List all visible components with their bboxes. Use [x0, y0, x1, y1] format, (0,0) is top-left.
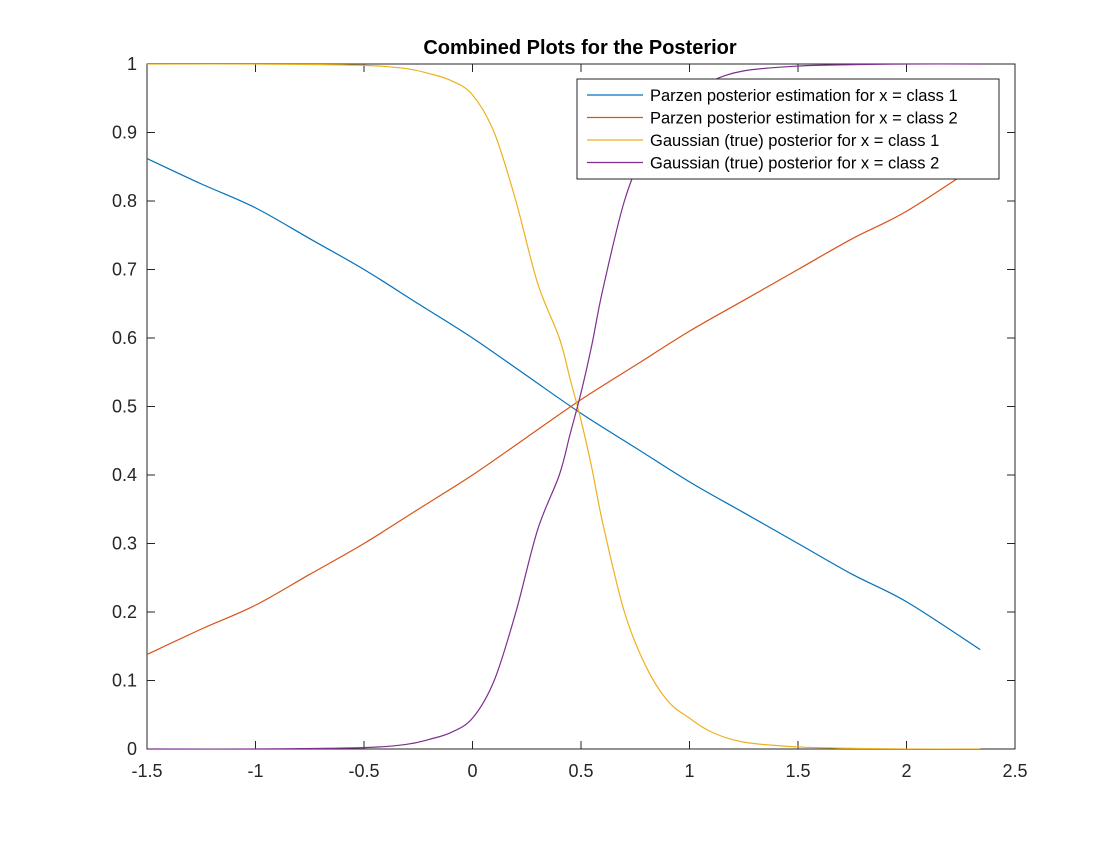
y-tick-label: 0.1 [112, 671, 137, 691]
x-tick-label: -1.5 [131, 761, 162, 781]
legend-label-1: Parzen posterior estimation for x = clas… [650, 87, 958, 105]
series-line-4 [147, 64, 981, 749]
legend-box [576, 78, 1000, 180]
x-tick-label: 1 [684, 761, 694, 781]
x-tick-label: 1.5 [785, 761, 810, 781]
x-tick-label: 0.5 [568, 761, 593, 781]
x-tick-label: -0.5 [348, 761, 379, 781]
x-tick-label: -1 [247, 761, 263, 781]
y-tick-label: 0.2 [112, 602, 137, 622]
y-tick-label: 0.4 [112, 465, 137, 485]
x-tick-label: 0 [467, 761, 477, 781]
y-tick-label: 1 [127, 54, 137, 74]
y-tick-label: 0.5 [112, 397, 137, 417]
legend-label-3: Gaussian (true) posterior for x = class … [650, 132, 939, 150]
y-tick-label: 0.6 [112, 328, 137, 348]
chart-title: Combined Plots for the Posterior [423, 37, 737, 59]
y-tick-label: 0.7 [112, 260, 137, 280]
x-tick-label: 2.5 [1002, 761, 1027, 781]
x-tick-label: 2 [901, 761, 911, 781]
y-tick-label: 0 [127, 739, 137, 759]
y-tick-label: 0.9 [112, 123, 137, 143]
series-line-3 [147, 64, 981, 749]
series-line-1 [147, 157, 981, 651]
y-tick-label: 0.3 [112, 534, 137, 554]
series-line-2 [147, 162, 981, 656]
legend-label-2: Parzen posterior estimation for x = clas… [650, 110, 958, 128]
legend: Parzen posterior estimation for x = clas… [576, 78, 1000, 180]
y-tick-label: 0.8 [112, 191, 137, 211]
legend-label-4: Gaussian (true) posterior for x = class … [650, 155, 939, 173]
